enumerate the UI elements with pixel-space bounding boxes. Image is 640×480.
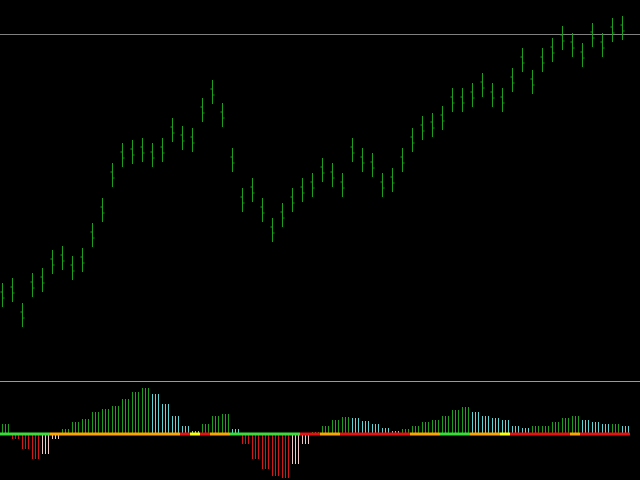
state-segment <box>30 432 40 436</box>
state-segment <box>110 432 120 436</box>
state-segment <box>310 432 320 436</box>
state-segment <box>530 432 540 436</box>
state-segment <box>90 432 100 436</box>
state-segment <box>190 432 200 436</box>
state-segment <box>210 432 220 436</box>
state-segment <box>130 432 140 436</box>
state-segment <box>100 432 110 436</box>
state-segment <box>220 432 230 436</box>
state-segment <box>70 432 80 436</box>
state-segment <box>270 432 280 436</box>
state-segment <box>180 432 190 436</box>
state-segment <box>610 432 620 436</box>
state-segment <box>450 432 460 436</box>
state-segment <box>420 432 430 436</box>
state-segment <box>600 432 610 436</box>
state-segment <box>10 432 20 436</box>
state-segment <box>50 432 60 436</box>
state-segment <box>620 432 630 436</box>
state-segment <box>320 432 330 436</box>
state-segment <box>480 432 490 436</box>
state-segment <box>430 432 440 436</box>
state-segment <box>280 432 290 436</box>
state-segment <box>570 432 580 436</box>
state-segment <box>300 432 310 436</box>
state-segment <box>330 432 340 436</box>
state-segment <box>160 432 170 436</box>
state-segment <box>120 432 130 436</box>
state-segment <box>400 432 410 436</box>
state-segment <box>540 432 550 436</box>
state-segment <box>490 432 500 436</box>
state-segment <box>560 432 570 436</box>
state-segment <box>40 432 50 436</box>
state-segment <box>550 432 560 436</box>
state-segment <box>360 432 370 436</box>
state-segment <box>580 432 590 436</box>
state-segment <box>370 432 380 436</box>
state-segment <box>250 432 260 436</box>
state-segment <box>340 432 350 436</box>
state-segment <box>20 432 30 436</box>
state-segment <box>590 432 600 436</box>
state-segment <box>520 432 530 436</box>
state-segment <box>0 432 10 436</box>
state-segment <box>230 432 240 436</box>
state-segment <box>140 432 150 436</box>
state-segment <box>440 432 450 436</box>
state-segment <box>290 432 300 436</box>
state-segment <box>60 432 70 436</box>
state-segment <box>390 432 400 436</box>
state-segment <box>150 432 160 436</box>
state-segment <box>380 432 390 436</box>
state-segment <box>470 432 480 436</box>
state-segment <box>350 432 360 436</box>
state-segment <box>240 432 250 436</box>
state-segment <box>170 432 180 436</box>
state-segment <box>510 432 520 436</box>
state-segment <box>500 432 510 436</box>
state-segment <box>410 432 420 436</box>
state-segment <box>80 432 90 436</box>
state-segment <box>260 432 270 436</box>
state-segment <box>200 432 210 436</box>
state-segment <box>460 432 470 436</box>
